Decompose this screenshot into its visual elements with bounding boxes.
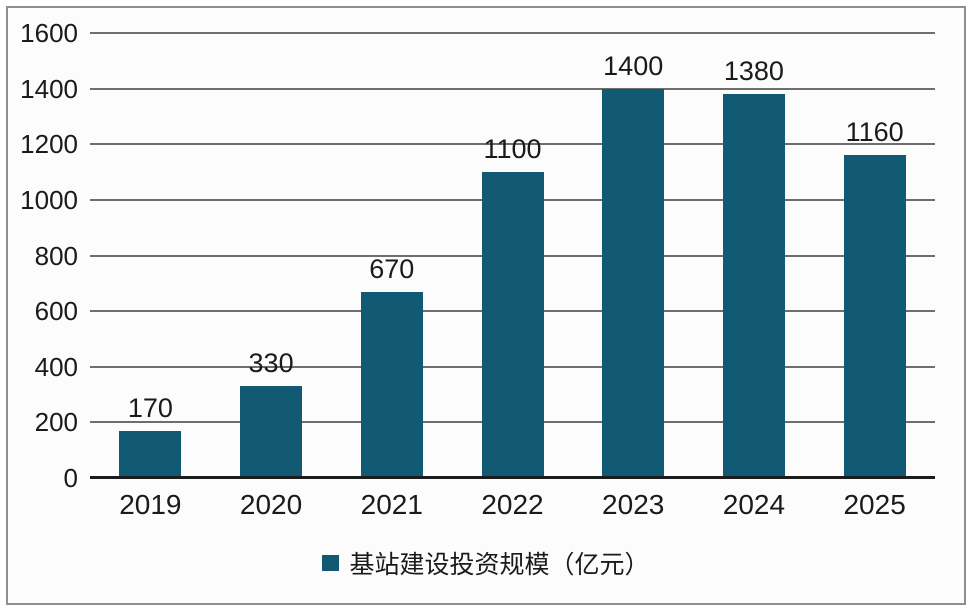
bar-value-label: 330 xyxy=(248,348,294,379)
gridline xyxy=(90,32,935,34)
bar xyxy=(481,172,544,478)
y-axis-tick-label: 600 xyxy=(34,296,78,327)
x-axis-tick-label: 2019 xyxy=(119,489,182,520)
gridline xyxy=(90,143,935,146)
x-axis-tick-label: 2023 xyxy=(602,489,665,520)
y-axis-tick-label: 800 xyxy=(34,240,78,271)
bar-value-label: 170 xyxy=(127,392,173,423)
y-axis-tick-label: 1600 xyxy=(20,18,78,48)
bar xyxy=(722,94,785,478)
x-axis-tick-label: 2022 xyxy=(481,489,544,520)
y-axis-tick-label: 0 xyxy=(63,463,78,493)
bar xyxy=(240,386,303,478)
x-axis-tick-label: 2024 xyxy=(722,489,786,520)
legend: 基站建设投资规模（亿元） xyxy=(0,546,972,580)
bar-value-label: 670 xyxy=(369,253,415,284)
bar-value-label: 1100 xyxy=(483,134,542,165)
bar-value-label: 1380 xyxy=(723,56,784,87)
bar-value-label: 1400 xyxy=(603,50,664,81)
bar xyxy=(360,291,423,478)
legend-label: 基站建设投资规模（亿元） xyxy=(349,551,650,579)
gridline xyxy=(90,87,935,90)
y-axis-tick-label: 1200 xyxy=(20,129,78,160)
x-axis-line xyxy=(90,476,935,479)
bar xyxy=(843,155,906,478)
legend-swatch-icon xyxy=(322,555,340,571)
bar xyxy=(119,430,182,478)
x-axis-tick-label: 2025 xyxy=(843,489,906,520)
y-axis-tick-label: 1000 xyxy=(20,184,78,215)
bar xyxy=(602,88,665,478)
x-axis-tick-label: 2020 xyxy=(239,489,303,520)
x-axis-tick-label: 2021 xyxy=(360,489,423,520)
y-axis-tick-label: 200 xyxy=(34,407,78,438)
y-axis-tick-label: 400 xyxy=(34,351,78,382)
y-axis-tick-label: 1400 xyxy=(20,73,78,104)
bar-value-label: 1160 xyxy=(845,117,904,148)
